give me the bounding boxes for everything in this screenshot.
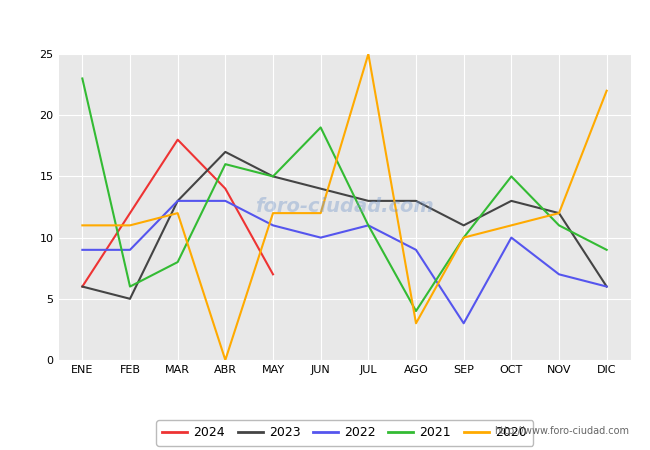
Text: http://www.foro-ciudad.com: http://www.foro-ciudad.com [494, 427, 629, 436]
Text: Matriculaciones de Vehiculos en Santa Margarida de Montbui: Matriculaciones de Vehiculos en Santa Ma… [101, 15, 549, 30]
Legend: 2024, 2023, 2022, 2021, 2020: 2024, 2023, 2022, 2021, 2020 [156, 420, 533, 446]
Text: foro-ciudad.com: foro-ciudad.com [255, 198, 434, 216]
